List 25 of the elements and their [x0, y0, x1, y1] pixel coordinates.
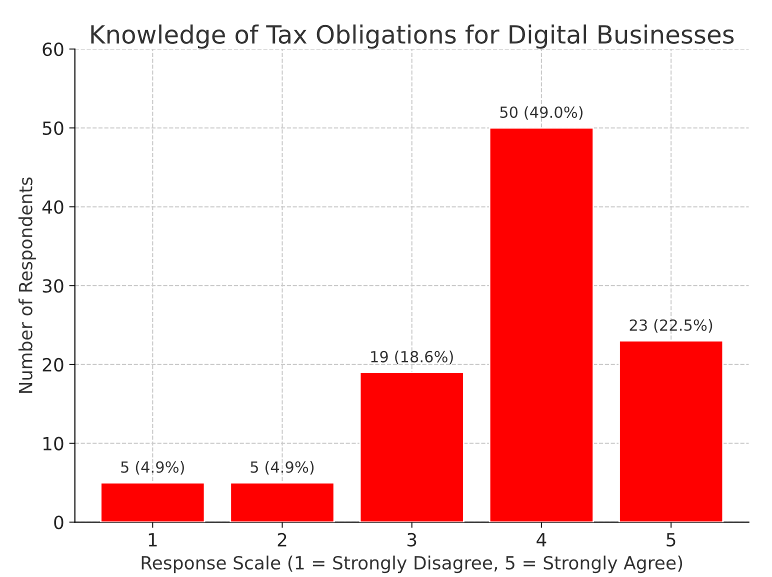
y-tick-label: 0 — [54, 516, 64, 530]
y-tick-label: 50 — [42, 121, 64, 136]
data-label: 5 (4.9%) — [121, 461, 184, 475]
data-label: 5 (4.9%) — [250, 461, 314, 475]
bar — [230, 482, 335, 522]
data-label: 50 (49.0%) — [500, 106, 583, 120]
x-tick-label: 1 — [148, 533, 157, 546]
y-tick-label: 10 — [43, 436, 64, 450]
x-axis-title: Response Scale (1 = Strongly Disagree, 5 = Strongly Agree) — [142, 556, 682, 574]
y-tick-label: 20 — [42, 358, 64, 372]
data-label: 23 (22.5%) — [630, 319, 712, 333]
x-tick-label: 3 — [407, 532, 416, 547]
bar — [100, 482, 206, 522]
y-axis-title: Number of Respondents — [18, 177, 36, 393]
y-tick-label: 30 — [42, 279, 64, 293]
bar — [359, 372, 464, 522]
chart-title: Knowledge of Tax Obligations for Digital Businesses — [91, 24, 734, 49]
bar — [488, 127, 594, 522]
data-label: 19 (18.6%) — [371, 350, 453, 364]
x-tick-label: 2 — [278, 532, 286, 546]
x-tick-label: 5 — [666, 533, 676, 547]
bar — [618, 340, 724, 522]
y-tick-label: 40 — [42, 200, 64, 214]
x-tick-label: 4 — [536, 533, 546, 546]
y-tick-label: 60 — [42, 42, 64, 56]
